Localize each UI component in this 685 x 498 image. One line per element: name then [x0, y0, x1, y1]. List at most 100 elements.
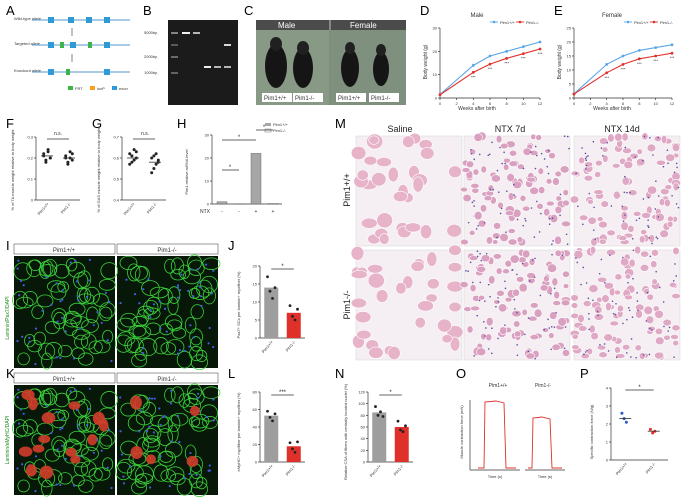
laminin-fiber [65, 386, 78, 401]
histo-nucleus [487, 283, 490, 286]
histo-nucleus [626, 191, 628, 194]
emyhc-fiber [87, 434, 98, 446]
laminin-fiber [98, 278, 116, 291]
histo-nucleus [551, 217, 554, 219]
panel-j-ytick-label-3: 15 [253, 282, 258, 287]
histo-fiber [623, 160, 634, 170]
panel-h-ntx: NTX [200, 209, 211, 215]
histo-fiber [473, 132, 483, 142]
panel-h-bar-0 [216, 201, 228, 205]
panel-p-dot-1-0 [648, 427, 652, 431]
histo-fiber [492, 232, 501, 240]
panel-p-ylabel: Specific contraction force (N/g) [589, 404, 594, 459]
wild-type-allele-label: Wild-type allele [14, 16, 42, 21]
dapi-nucleus [50, 303, 53, 306]
histo-nucleus [524, 333, 526, 336]
laminin-fiber [119, 255, 138, 271]
histo-nucleus [501, 162, 503, 165]
histo-nucleus [492, 188, 495, 191]
histo-nucleus [566, 135, 569, 138]
histo-fiber [645, 315, 655, 325]
panel-label-o: O [456, 366, 466, 381]
laminin-fiber [41, 389, 54, 406]
histo-nucleus [646, 291, 649, 294]
panel-o-ylabel: Muscle contraction force (mN) [459, 405, 464, 459]
m-col-ntx7: NTX 7d [495, 124, 526, 134]
dapi-nucleus [153, 397, 156, 400]
histo-nucleus [587, 297, 590, 300]
panel-e-point-0-1 [605, 63, 609, 66]
panel-o-traces: Muscle contraction force (mN) Pim1+/+ Pi… [459, 383, 565, 479]
histo-nucleus [479, 252, 481, 255]
histo-fiber [640, 229, 648, 236]
panel-c-photo: Male Female Pim1+/+ Pim1-/- Pim1+/+ Pim1… [256, 20, 406, 105]
histo-fiber [614, 346, 621, 354]
panel-label-i: I [6, 238, 10, 253]
histo-fiber [498, 303, 508, 313]
histo-nucleus [488, 153, 491, 156]
histo-fiber [600, 200, 609, 208]
histo-nucleus [604, 282, 606, 284]
laminin-fiber [195, 476, 208, 490]
histo-nucleus [584, 152, 587, 155]
panel-j-xcat-0: Pim1+/+ [261, 339, 275, 354]
panel-f-dot-1-4 [64, 154, 68, 158]
histo-fiber [529, 302, 539, 309]
histo-fiber [539, 284, 549, 292]
laminin-fiber [190, 336, 202, 352]
laminin-fiber [190, 304, 204, 320]
panel-d-legend-wt: Pim1+/+ [500, 20, 516, 25]
emyhc-fiber [68, 401, 81, 410]
laminin-fiber [17, 479, 30, 493]
histo-nucleus [550, 293, 552, 295]
histo-fiber [503, 157, 511, 164]
histo-nucleus [514, 308, 516, 310]
histo-fiber [519, 194, 527, 202]
histo-nucleus [655, 180, 657, 183]
histo-fiber [647, 185, 658, 195]
laminin-fiber [136, 309, 149, 326]
mouse-label-4: Pim1-/- [371, 96, 390, 102]
histo-nucleus [674, 263, 676, 265]
histo-fiber [491, 174, 501, 183]
laminin-fiber [187, 388, 205, 405]
histo-fiber [360, 217, 378, 229]
dapi-nucleus [176, 286, 180, 289]
histo-nucleus [484, 300, 486, 302]
histo-nucleus [467, 221, 470, 224]
histo-nucleus [588, 312, 590, 315]
laminin-fiber [41, 260, 54, 277]
laminin-fiber [131, 353, 148, 368]
laminin-fiber [160, 469, 177, 483]
histo-nucleus [472, 281, 474, 284]
laminin-fiber [50, 283, 67, 300]
laminin-fiber [115, 334, 132, 353]
histo-fiber [387, 166, 399, 183]
histo-nucleus [596, 310, 599, 313]
histo-fiber [562, 199, 570, 207]
panel-e-series-1 [573, 52, 673, 95]
histo-fiber [468, 255, 479, 261]
histo-nucleus [657, 216, 660, 218]
panel-g-xcat-0: Pim1+/+ [122, 201, 136, 216]
panel-f-dot-0-5 [44, 160, 48, 164]
laminin-fiber [169, 473, 186, 486]
panel-g-dot-1-5 [152, 154, 156, 158]
histo-fiber [639, 264, 650, 272]
dapi-nucleus [55, 282, 58, 285]
histo-nucleus [602, 155, 604, 157]
laminin-fiber [170, 268, 186, 281]
histo-nucleus [489, 188, 492, 190]
dapi-nucleus [106, 466, 109, 469]
dapi-nucleus [106, 339, 109, 342]
dapi-nucleus [16, 467, 19, 470]
histo-fiber [660, 134, 668, 145]
histo-nucleus [614, 313, 617, 316]
dapi-nucleus [61, 417, 64, 420]
histo-fiber [562, 189, 569, 197]
histo-fiber [587, 198, 594, 205]
panel-p-ytick-label-2: 2 [606, 422, 609, 427]
histo-fiber [549, 311, 558, 320]
panel-p-ytick-label-3: 3 [606, 404, 609, 409]
histo-fiber [651, 278, 658, 286]
